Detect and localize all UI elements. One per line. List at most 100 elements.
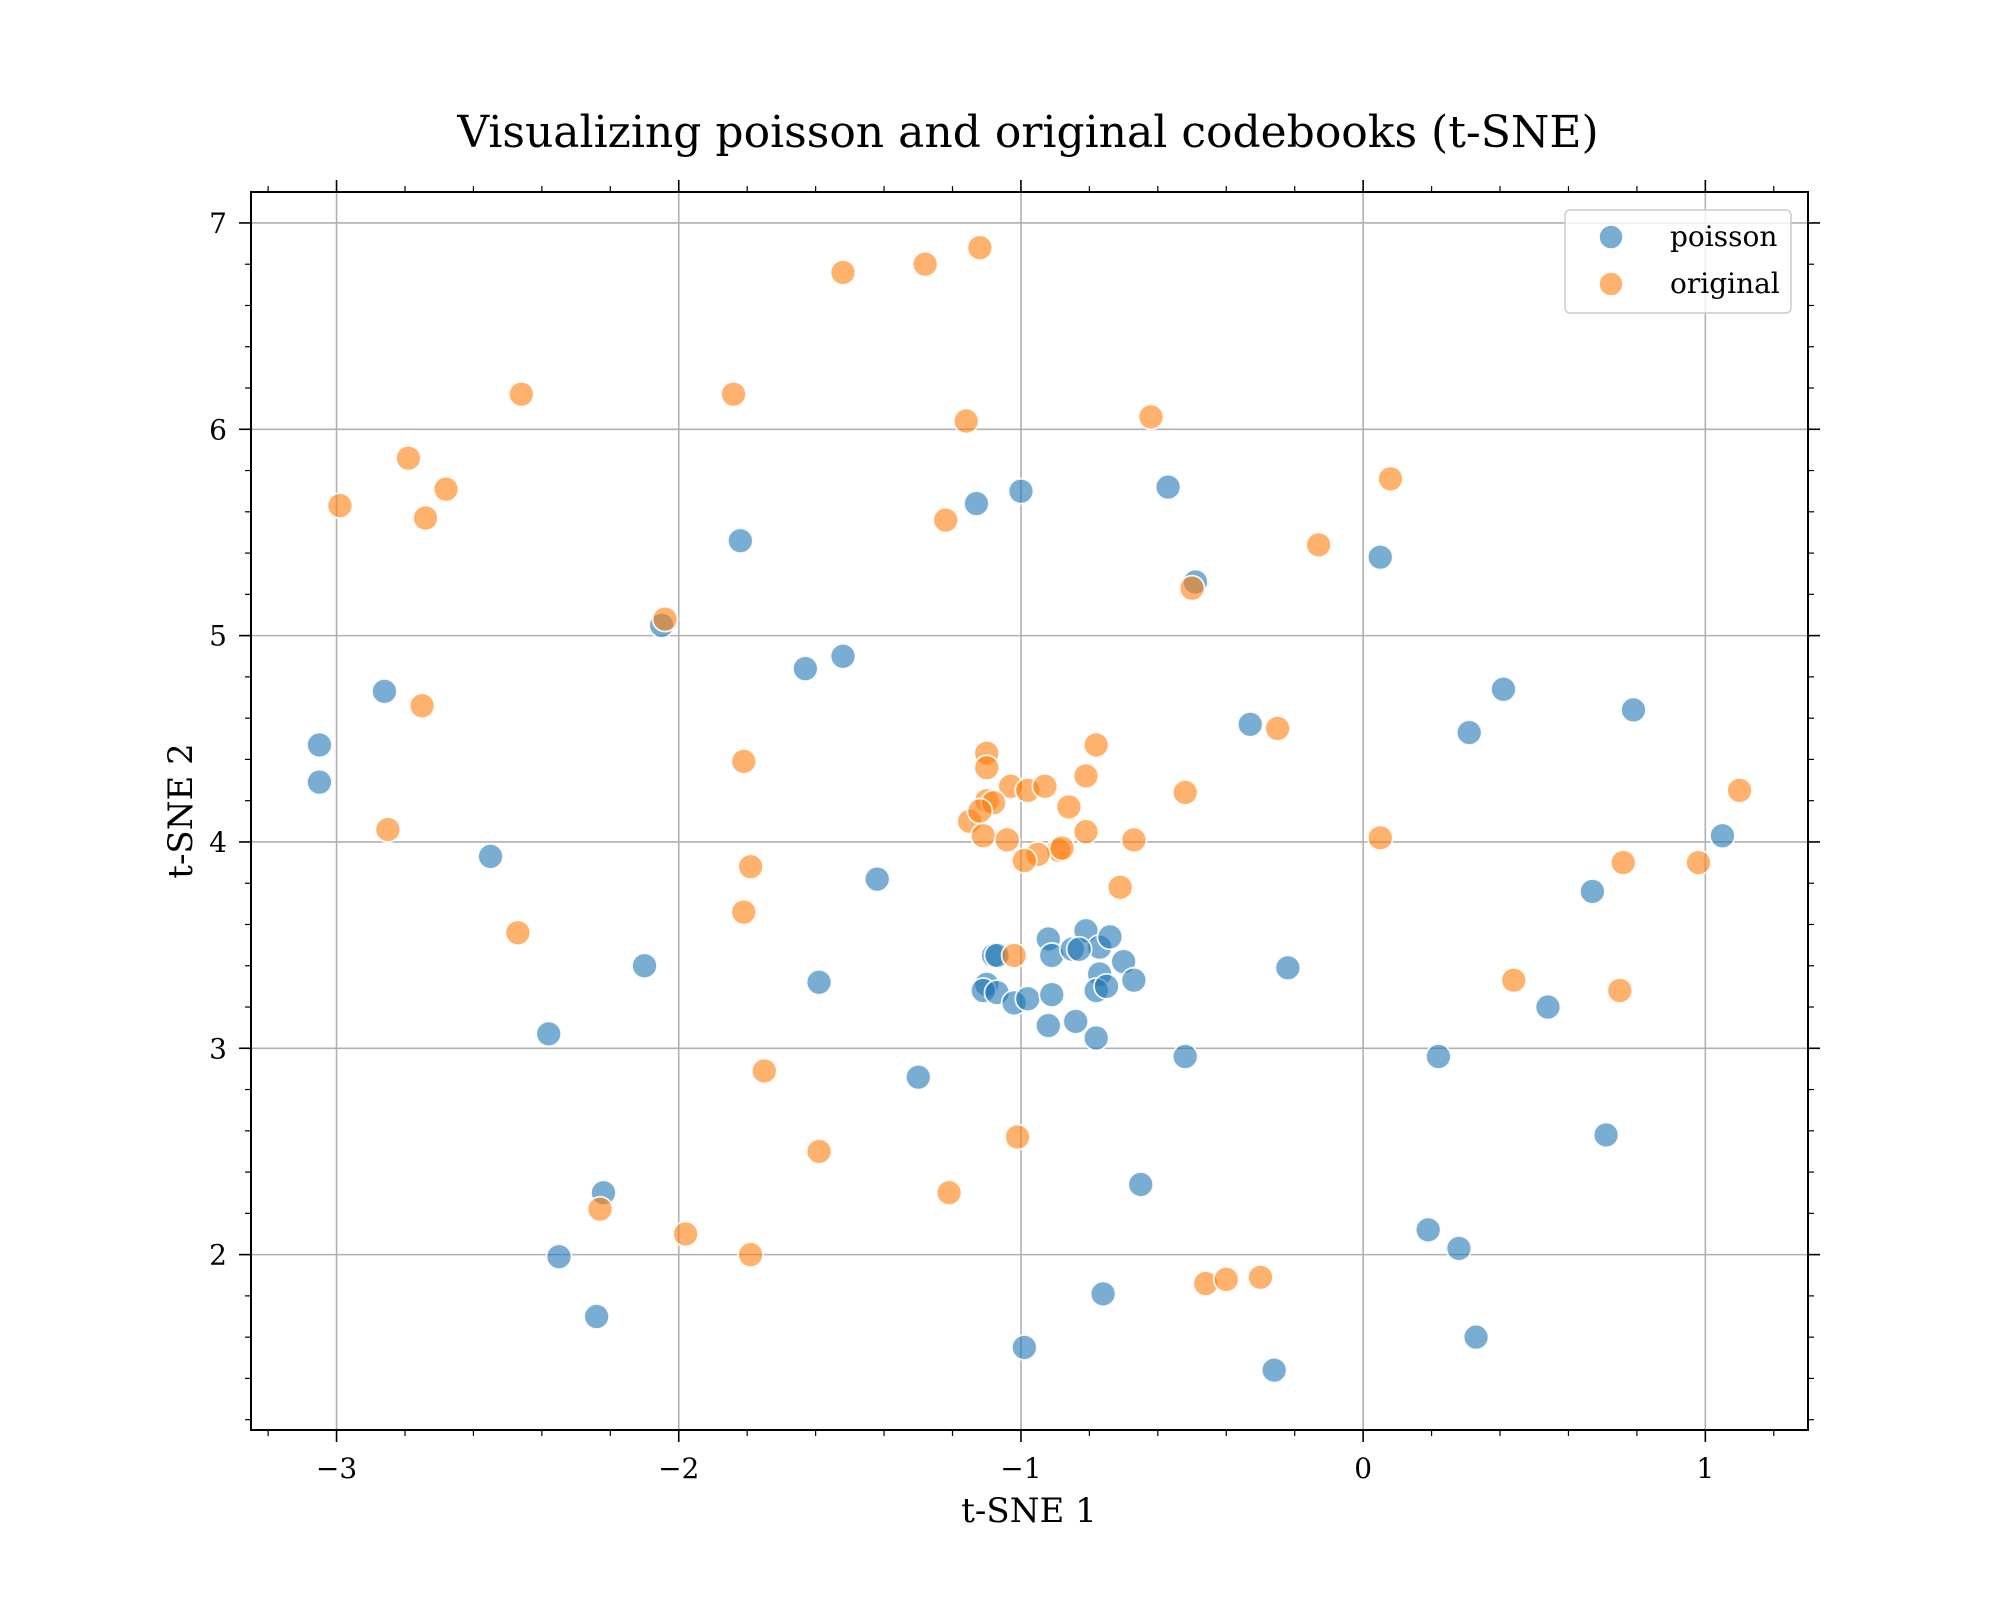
point-original [1106, 873, 1134, 901]
point-original [1072, 762, 1100, 790]
point-poisson [306, 768, 333, 796]
y-tick-label: 3 [209, 1032, 227, 1065]
point-poisson [1034, 1012, 1062, 1039]
point-original [932, 506, 960, 534]
point-poisson [1171, 1043, 1199, 1070]
point-poisson [1260, 1356, 1288, 1384]
point-original [1137, 403, 1165, 431]
point-original [1000, 942, 1028, 969]
point-poisson [1709, 822, 1736, 850]
point-original [586, 1195, 614, 1223]
point-original [1606, 977, 1634, 1004]
point-poisson [1445, 1235, 1473, 1262]
point-original [432, 475, 460, 503]
point-poisson [1414, 1216, 1442, 1244]
point-original [750, 1057, 778, 1085]
x-tick-label: −3 [316, 1452, 357, 1485]
point-poisson [545, 1243, 573, 1271]
plot-frame [250, 191, 1809, 1431]
point-original [1055, 793, 1083, 821]
point-poisson [1620, 696, 1647, 724]
point-original [966, 797, 994, 825]
point-original [651, 605, 679, 633]
point-original [1685, 849, 1712, 876]
point-poisson [805, 968, 833, 996]
point-original [507, 380, 535, 408]
point-original [1377, 465, 1404, 493]
point-original [1031, 772, 1059, 800]
point-original [374, 816, 402, 843]
point-original [1726, 776, 1753, 804]
point-poisson [863, 865, 891, 893]
point-original [672, 1220, 699, 1248]
point-poisson [631, 952, 658, 980]
point-poisson [726, 527, 754, 555]
point-original [395, 444, 422, 472]
point-original [1212, 1265, 1240, 1293]
point-original [408, 692, 436, 720]
y-tick-label: 4 [209, 826, 227, 859]
point-poisson [904, 1063, 932, 1091]
point-poisson [1154, 473, 1182, 501]
point-poisson [1236, 710, 1264, 738]
point-original [737, 853, 765, 881]
point-original [1010, 847, 1038, 874]
y-tick-label: 2 [209, 1239, 227, 1272]
point-poisson [1490, 675, 1517, 703]
point-poisson [1062, 1008, 1090, 1035]
point-original [720, 380, 747, 408]
point-original [993, 826, 1021, 854]
point-original [1500, 966, 1528, 994]
data-points [306, 234, 1753, 1384]
x-axis-label: t-SNE 1 [961, 1491, 1096, 1531]
point-poisson [1274, 954, 1302, 982]
point-original [1048, 834, 1076, 862]
point-original [805, 1138, 833, 1165]
point-original [1171, 779, 1199, 806]
legend-marker-original [1598, 271, 1624, 297]
point-original [1120, 826, 1148, 854]
point-original [412, 504, 439, 532]
point-poisson [1007, 477, 1035, 505]
point-poisson [1366, 543, 1394, 571]
point-original [1264, 715, 1291, 742]
point-poisson [1534, 993, 1562, 1021]
point-poisson [1096, 923, 1124, 951]
point-poisson [477, 842, 504, 870]
point-original [1247, 1263, 1274, 1291]
point-poisson [1093, 972, 1120, 1000]
point-poisson [1592, 1121, 1620, 1149]
point-poisson [306, 731, 333, 759]
point-poisson [1579, 878, 1606, 905]
axis-ticks: −3 −2 −1 0 1 2 3 4 5 6 7 [209, 180, 1820, 1485]
point-original [1366, 824, 1394, 852]
y-tick-label: 7 [209, 207, 227, 240]
legend: poisson original [1564, 209, 1792, 314]
point-poisson [583, 1303, 611, 1330]
y-axis-label: t-SNE 2 [161, 743, 201, 878]
point-original [1609, 849, 1637, 876]
point-original [911, 250, 939, 278]
point-original [730, 898, 758, 926]
point-original [1178, 574, 1206, 602]
point-poisson [1120, 966, 1148, 994]
point-original [504, 919, 532, 947]
point-poisson [1462, 1323, 1490, 1351]
point-original [1004, 1123, 1031, 1151]
point-original [969, 822, 997, 850]
point-poisson [1038, 981, 1066, 1009]
point-poisson [791, 655, 819, 683]
point-original [966, 234, 994, 262]
grid-lines [251, 192, 1808, 1430]
point-poisson [535, 1020, 563, 1048]
x-tick-label: 0 [1354, 1452, 1372, 1485]
legend-label-poisson: poisson [1670, 220, 1777, 253]
point-poisson [371, 677, 398, 705]
legend-label-original: original [1670, 267, 1780, 300]
point-original [326, 492, 354, 520]
point-poisson [1089, 1280, 1117, 1308]
point-poisson [1455, 719, 1483, 746]
point-original [1072, 818, 1100, 846]
x-tick-label: −2 [658, 1452, 699, 1485]
